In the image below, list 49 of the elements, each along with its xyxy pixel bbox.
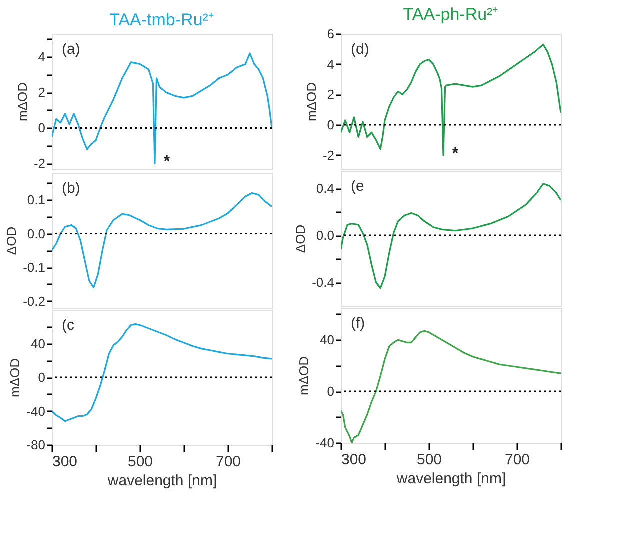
y-tick-label: -0.1 (23, 260, 46, 275)
y-tick-label: 0 (38, 370, 46, 385)
y-tick-label: 4 (327, 56, 334, 72)
y-tick-label: -80 (26, 438, 46, 452)
y-tick-label: -40 (316, 436, 334, 450)
y-tick-label: 6 (327, 26, 334, 42)
x-axis-title: wavelength [nm] (396, 470, 506, 488)
x-tick-label: 700 (216, 454, 242, 470)
y-tick-label: 0 (327, 118, 334, 133)
y-axis-title: ΔOD (293, 224, 308, 254)
y-axis-title: mΔOD (14, 82, 30, 122)
annotation: (e (351, 178, 364, 195)
y-tick-label: 2 (38, 85, 46, 100)
y-tick-label: 0.4 (316, 181, 334, 196)
y-tick-label: -40 (26, 404, 46, 419)
y-tick-label: 2 (327, 87, 334, 102)
annotation: * (164, 154, 171, 171)
x-tick-label: 300 (52, 454, 78, 470)
y-tick-label: 0 (327, 384, 334, 400)
annotation: (b) (62, 180, 80, 197)
y-axis-title: mΔOD (304, 82, 319, 122)
y-tick-label: 0.0 (316, 228, 334, 244)
y-tick-label: 40 (31, 336, 46, 352)
y-axis-title: mΔOD (8, 358, 23, 398)
annotation: (f) (351, 315, 366, 332)
line-series (341, 44, 561, 156)
annotation: (d) (351, 41, 370, 58)
y-tick-label: 40 (320, 332, 334, 348)
chart-title: TAA-tmb-Ru²⁺ (110, 10, 214, 30)
y-axis-title: ΔOD (4, 226, 20, 256)
y-axis-title: mΔOD (296, 356, 312, 396)
x-tick-label: 700 (504, 452, 530, 468)
y-tick-label: -2 (322, 148, 334, 163)
y-tick-label: -0.2 (23, 294, 46, 309)
x-tick-label: 500 (416, 452, 442, 468)
x-tick-label: 300 (342, 452, 367, 468)
y-tick-label: -0.4 (312, 275, 334, 290)
annotation: (c (62, 317, 75, 334)
y-tick-label: 0.0 (27, 226, 46, 242)
annotation: * (452, 145, 460, 162)
y-tick-label: 4 (38, 50, 46, 65)
chart-title: TAA-ph-Ru²⁺ (403, 5, 499, 24)
y-tick-label: 0.1 (27, 192, 46, 208)
line-series (341, 330, 561, 443)
x-axis-title: wavelength [nm] (106, 472, 218, 490)
annotation: (a) (62, 41, 80, 58)
y-tick-label: 0 (38, 120, 46, 136)
x-tick-label: 500 (128, 454, 154, 470)
y-tick-label: -2 (34, 156, 46, 172)
